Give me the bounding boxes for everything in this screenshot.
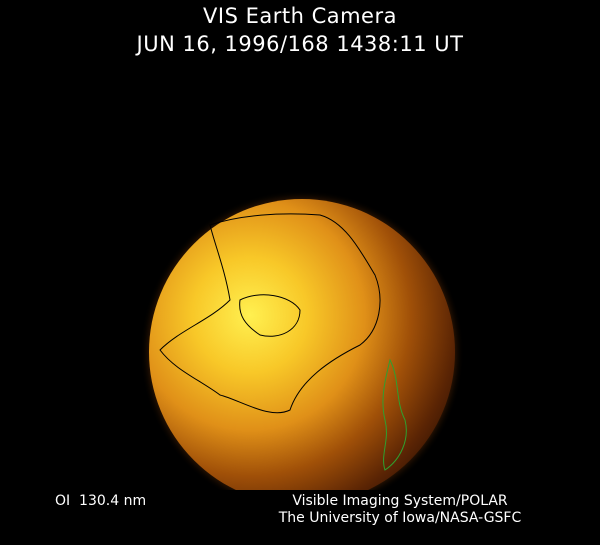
wavelength-label: OI 130.4 nm [55,493,147,509]
institution-label: The University of Iowa/NASA-GSFC [278,510,522,526]
earth-disc [149,199,455,490]
image-title: VIS Earth Camera [203,4,397,28]
coastline-north-america [159,213,381,414]
instrument-label: Visible Imaging System/POLAR [292,493,508,509]
coastline-hudson-bay [239,294,301,337]
image-timestamp: JUN 16, 1996/168 1438:11 UT [136,32,464,56]
credit-block: Visible Imaging System/POLAR The Univers… [250,493,550,527]
coastline-nightside [382,358,407,471]
